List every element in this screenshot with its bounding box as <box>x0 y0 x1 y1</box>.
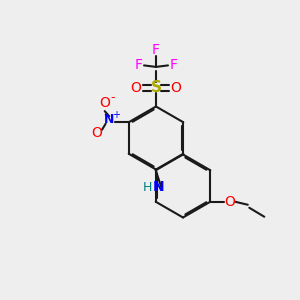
Text: -: - <box>111 91 116 104</box>
Text: N: N <box>104 113 114 126</box>
Text: H: H <box>143 181 152 194</box>
Text: F: F <box>169 58 177 72</box>
Text: O: O <box>130 81 141 95</box>
Text: F: F <box>152 44 160 57</box>
Text: N: N <box>153 181 165 194</box>
Text: S: S <box>151 80 161 95</box>
Text: O: O <box>224 195 235 209</box>
Text: +: + <box>112 110 120 120</box>
Text: F: F <box>135 58 142 72</box>
Text: O: O <box>171 81 182 95</box>
Text: O: O <box>99 96 110 110</box>
Text: O: O <box>91 126 102 140</box>
